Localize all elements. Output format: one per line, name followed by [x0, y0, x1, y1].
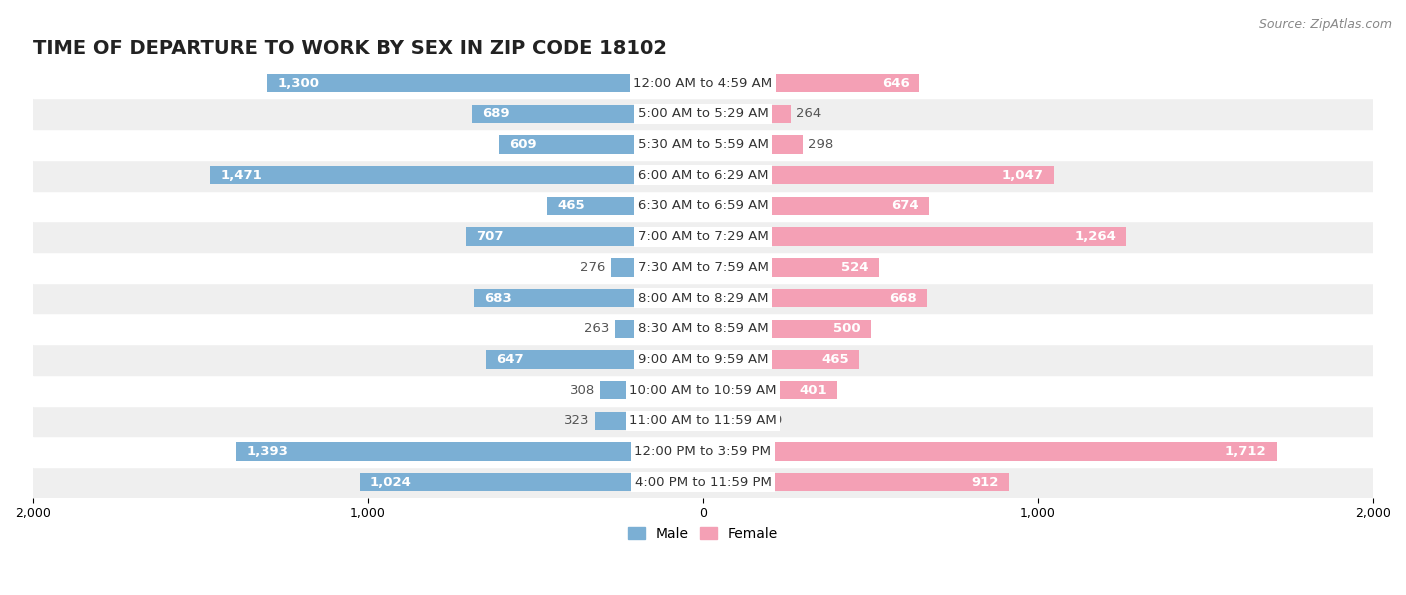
- Bar: [209, 166, 703, 184]
- Bar: [703, 289, 927, 307]
- Text: 689: 689: [482, 107, 510, 120]
- Bar: [610, 258, 703, 277]
- Text: TIME OF DEPARTURE TO WORK BY SEX IN ZIP CODE 18102: TIME OF DEPARTURE TO WORK BY SEX IN ZIP …: [32, 39, 666, 58]
- Bar: [614, 320, 703, 338]
- Bar: [703, 74, 920, 92]
- Text: 1,393: 1,393: [246, 445, 288, 458]
- Bar: [703, 166, 1053, 184]
- Bar: [267, 74, 703, 92]
- Bar: [32, 68, 1374, 98]
- Text: 707: 707: [477, 230, 503, 243]
- Text: 647: 647: [496, 353, 524, 366]
- Bar: [474, 289, 703, 307]
- Bar: [32, 283, 1374, 314]
- Text: 5:00 AM to 5:29 AM: 5:00 AM to 5:29 AM: [638, 107, 768, 120]
- Text: 683: 683: [484, 292, 512, 305]
- Text: 1,300: 1,300: [277, 77, 319, 89]
- Text: 401: 401: [800, 384, 827, 397]
- Bar: [32, 190, 1374, 221]
- Bar: [703, 320, 870, 338]
- Bar: [486, 350, 703, 369]
- Text: 10:00 AM to 10:59 AM: 10:00 AM to 10:59 AM: [630, 384, 776, 397]
- Bar: [472, 105, 703, 123]
- Text: 149: 149: [758, 414, 783, 427]
- Bar: [32, 314, 1374, 344]
- Text: 298: 298: [808, 138, 834, 151]
- Bar: [703, 258, 879, 277]
- Bar: [236, 442, 703, 461]
- Bar: [547, 197, 703, 215]
- Bar: [703, 412, 754, 430]
- Bar: [703, 350, 859, 369]
- Bar: [32, 221, 1374, 252]
- Bar: [32, 129, 1374, 160]
- Bar: [32, 406, 1374, 436]
- Text: 263: 263: [585, 322, 610, 335]
- Text: 7:00 AM to 7:29 AM: 7:00 AM to 7:29 AM: [638, 230, 768, 243]
- Bar: [32, 252, 1374, 283]
- Bar: [703, 135, 803, 154]
- Bar: [32, 467, 1374, 497]
- Text: 912: 912: [972, 476, 998, 488]
- Text: 308: 308: [569, 384, 595, 397]
- Text: 1,712: 1,712: [1225, 445, 1267, 458]
- Text: 8:30 AM to 8:59 AM: 8:30 AM to 8:59 AM: [638, 322, 768, 335]
- Text: 323: 323: [564, 414, 589, 427]
- Bar: [703, 442, 1277, 461]
- Text: 609: 609: [509, 138, 537, 151]
- Text: 276: 276: [581, 261, 606, 274]
- Text: 668: 668: [889, 292, 917, 305]
- Bar: [499, 135, 703, 154]
- Bar: [32, 160, 1374, 190]
- Text: 6:30 AM to 6:59 AM: 6:30 AM to 6:59 AM: [638, 199, 768, 212]
- Text: 465: 465: [557, 199, 585, 212]
- Bar: [703, 227, 1126, 246]
- Text: 1,264: 1,264: [1074, 230, 1116, 243]
- Text: 8:00 AM to 8:29 AM: 8:00 AM to 8:29 AM: [638, 292, 768, 305]
- Text: 7:30 AM to 7:59 AM: 7:30 AM to 7:59 AM: [637, 261, 769, 274]
- Text: 674: 674: [891, 199, 918, 212]
- Text: 5:30 AM to 5:59 AM: 5:30 AM to 5:59 AM: [637, 138, 769, 151]
- Text: Source: ZipAtlas.com: Source: ZipAtlas.com: [1258, 18, 1392, 31]
- Text: 4:00 PM to 11:59 PM: 4:00 PM to 11:59 PM: [634, 476, 772, 488]
- Bar: [360, 473, 703, 491]
- Text: 646: 646: [882, 77, 910, 89]
- Text: 500: 500: [832, 322, 860, 335]
- Bar: [703, 381, 838, 399]
- Bar: [32, 344, 1374, 375]
- Bar: [467, 227, 703, 246]
- Text: 11:00 AM to 11:59 AM: 11:00 AM to 11:59 AM: [628, 414, 778, 427]
- Text: 264: 264: [796, 107, 821, 120]
- Text: 9:00 AM to 9:59 AM: 9:00 AM to 9:59 AM: [638, 353, 768, 366]
- Bar: [32, 98, 1374, 129]
- Bar: [32, 436, 1374, 467]
- Text: 465: 465: [821, 353, 849, 366]
- Text: 6:00 AM to 6:29 AM: 6:00 AM to 6:29 AM: [638, 168, 768, 181]
- Bar: [600, 381, 703, 399]
- Bar: [595, 412, 703, 430]
- Text: 1,047: 1,047: [1002, 168, 1043, 181]
- Text: 524: 524: [841, 261, 869, 274]
- Bar: [703, 105, 792, 123]
- Legend: Male, Female: Male, Female: [623, 521, 783, 547]
- Text: 1,024: 1,024: [370, 476, 412, 488]
- Text: 12:00 AM to 4:59 AM: 12:00 AM to 4:59 AM: [634, 77, 772, 89]
- Bar: [703, 197, 929, 215]
- Bar: [32, 375, 1374, 406]
- Text: 1,471: 1,471: [221, 168, 262, 181]
- Bar: [703, 473, 1008, 491]
- Text: 12:00 PM to 3:59 PM: 12:00 PM to 3:59 PM: [634, 445, 772, 458]
